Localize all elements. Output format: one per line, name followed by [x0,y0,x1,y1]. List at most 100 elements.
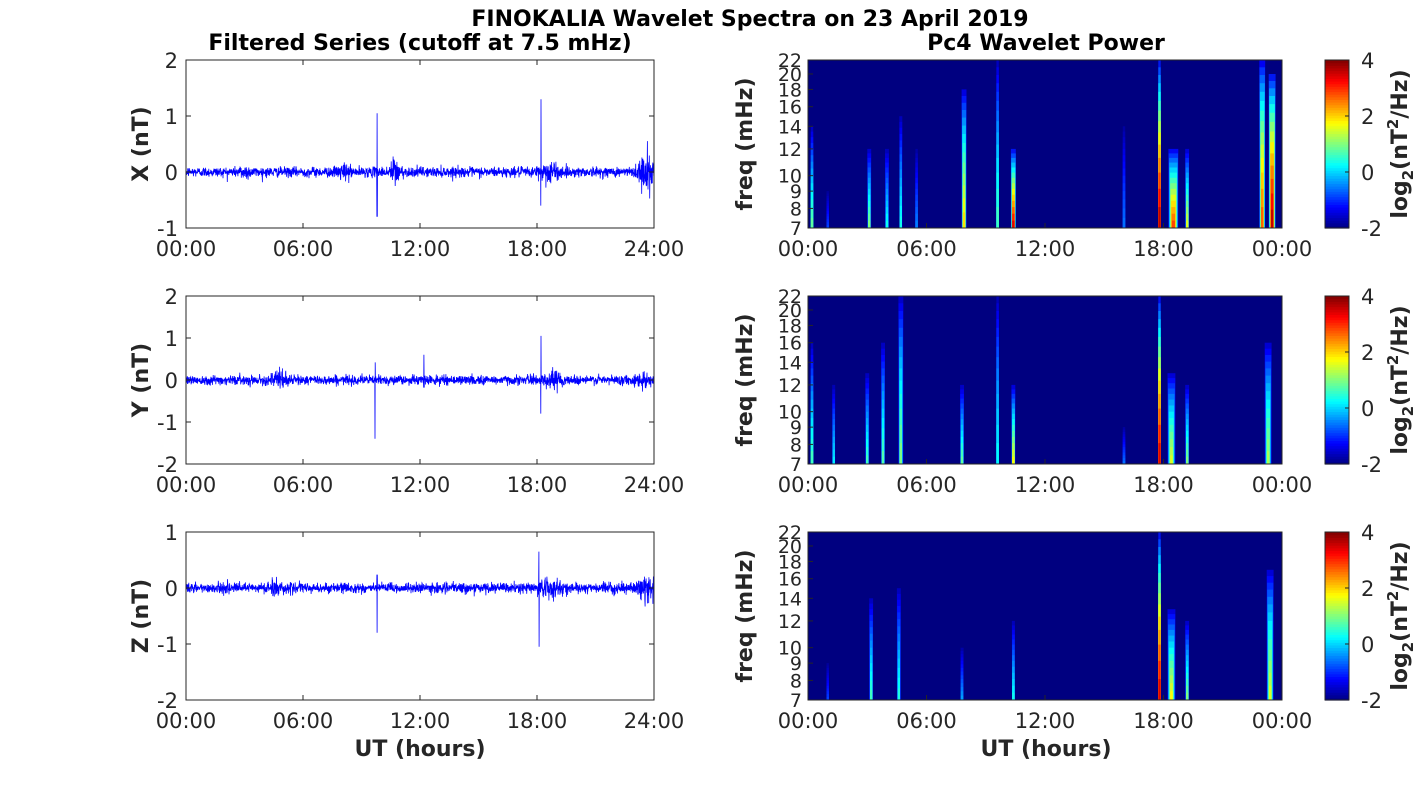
colorbar-step [1325,453,1349,457]
y-tick-label: 14 [778,352,802,374]
colorbar-tick-label: 2 [1361,341,1374,365]
colorbar-step [1325,217,1349,221]
colorbar-step [1325,151,1349,156]
power-burst [1122,427,1126,464]
colorbar-label: log2(nT2/Hz) [1384,305,1417,454]
y-tick-label: 10 [778,166,802,188]
colorbar-step [1325,629,1349,633]
x-tick-label: 00:00 [778,709,839,733]
colorbar-step [1325,429,1349,434]
colorbar-step [1325,136,1349,140]
x-tick-label: 06:00 [273,237,334,261]
heatmap-background [808,60,1282,228]
colorbar-step [1325,665,1349,670]
y-tick-label: 8 [790,434,802,456]
colorbar-step [1325,534,1349,538]
colorbar-step [1325,631,1349,635]
colorbar-step [1325,167,1349,171]
y-tick-label: 16 [778,97,802,119]
x-tick-label: 18:00 [1133,473,1194,497]
power-burst [826,663,829,700]
colorbar-step [1325,456,1349,460]
y-tick-label: 7 [790,454,802,476]
colorbar-step [1325,393,1349,397]
colorbar-step [1325,623,1349,628]
x-tick-label: 24:00 [624,237,685,261]
colorbar-step [1325,550,1349,554]
colorbar-step [1325,62,1349,66]
colorbar-step [1325,330,1349,334]
colorbar-step [1325,199,1349,203]
power-burst [869,598,874,700]
colorbar-step [1325,660,1349,664]
colorbar-step [1325,180,1349,184]
colorbar-step [1325,175,1349,179]
colorbar-step [1325,616,1349,620]
colorbar-step [1325,663,1349,667]
y-axis-label: freq (mHz) [733,78,758,211]
colorbar-step [1325,104,1349,108]
y-tick-label: -1 [157,633,178,657]
colorbar-label: log2(nT2/Hz) [1384,69,1417,218]
colorbar-step [1325,141,1349,145]
x-tick-label: 18:00 [507,237,568,261]
x-tick-label: 12:00 [390,473,451,497]
colorbar-tick-label: 4 [1361,285,1374,309]
burst-band [1261,207,1264,228]
timeseries-panel-z: 00:00 06:00 12:00 18:00 24:00 -2 -1 0 1 Z (nT) [129,521,684,733]
colorbar-step [1325,128,1349,132]
burst-band [1171,220,1175,228]
y-tick-label: 8 [790,198,802,220]
colorbar-step [1325,377,1349,381]
colorbar-tick-label: 0 [1361,633,1374,657]
colorbar-step [1325,652,1349,656]
colorbar-step [1325,170,1349,174]
colorbar-step [1325,317,1349,321]
x-tick-label: 06:00 [896,473,957,497]
colorbar-step [1325,634,1349,638]
x-tick-label: 06:00 [273,473,334,497]
colorbar-step [1325,319,1349,323]
x-tick-label: 18:00 [507,709,568,733]
colorbar-step [1325,398,1349,402]
colorbar-step [1325,298,1349,302]
colorbar-step [1325,555,1349,559]
x-tick-label: 00:00 [1252,473,1313,497]
colorbar-step [1325,212,1349,216]
colorbar-step [1325,154,1349,158]
x-tick-label: 12:00 [390,709,451,733]
colorbar-step [1325,380,1349,384]
power-burst [1268,74,1276,228]
colorbar-frame [1324,295,1350,465]
y-tick-label: 18 [778,315,802,337]
colorbar-step [1325,301,1349,305]
y-tick-label: 18 [778,79,802,101]
colorbar-step [1325,581,1349,586]
colorbar-step [1325,579,1349,583]
plot-background [186,60,654,228]
colorbar-step [1325,553,1349,557]
colorbar-step [1325,461,1349,465]
burst-band [1122,461,1126,464]
y-tick-label: 9 [790,181,802,203]
colorbar-step [1325,419,1349,423]
burst-band [1170,691,1173,700]
colorbar-step [1325,671,1349,675]
timeseries-panel-x: 00:00 06:00 12:00 18:00 24:00 -1 0 1 2 X (nT) [129,49,684,261]
burst-band [1170,455,1173,464]
colorbar-step [1325,214,1349,219]
power-burst [885,148,889,228]
colorbar-step [1325,115,1349,119]
colorbar-tick-label: 2 [1361,577,1374,601]
colorbar-step [1325,539,1349,544]
power-burst [960,384,964,464]
burst-band [1186,220,1189,228]
colorbar-step [1325,338,1349,342]
colorbar-step [1325,359,1349,363]
burst-band [832,456,835,464]
colorbar-step [1325,309,1349,313]
colorbar-step [1325,356,1349,360]
power-burst [1011,620,1015,700]
x-tick-label: 12:00 [1015,473,1076,497]
